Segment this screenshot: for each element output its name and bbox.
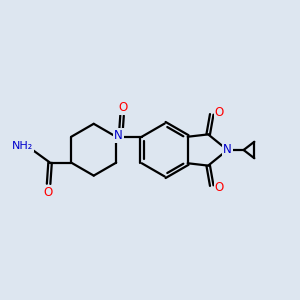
Text: N: N: [114, 129, 123, 142]
Text: O: O: [118, 101, 127, 114]
Text: NH₂: NH₂: [12, 141, 33, 151]
Text: N: N: [223, 143, 232, 157]
Text: O: O: [214, 106, 224, 119]
Text: O: O: [44, 186, 52, 199]
Text: O: O: [214, 181, 224, 194]
